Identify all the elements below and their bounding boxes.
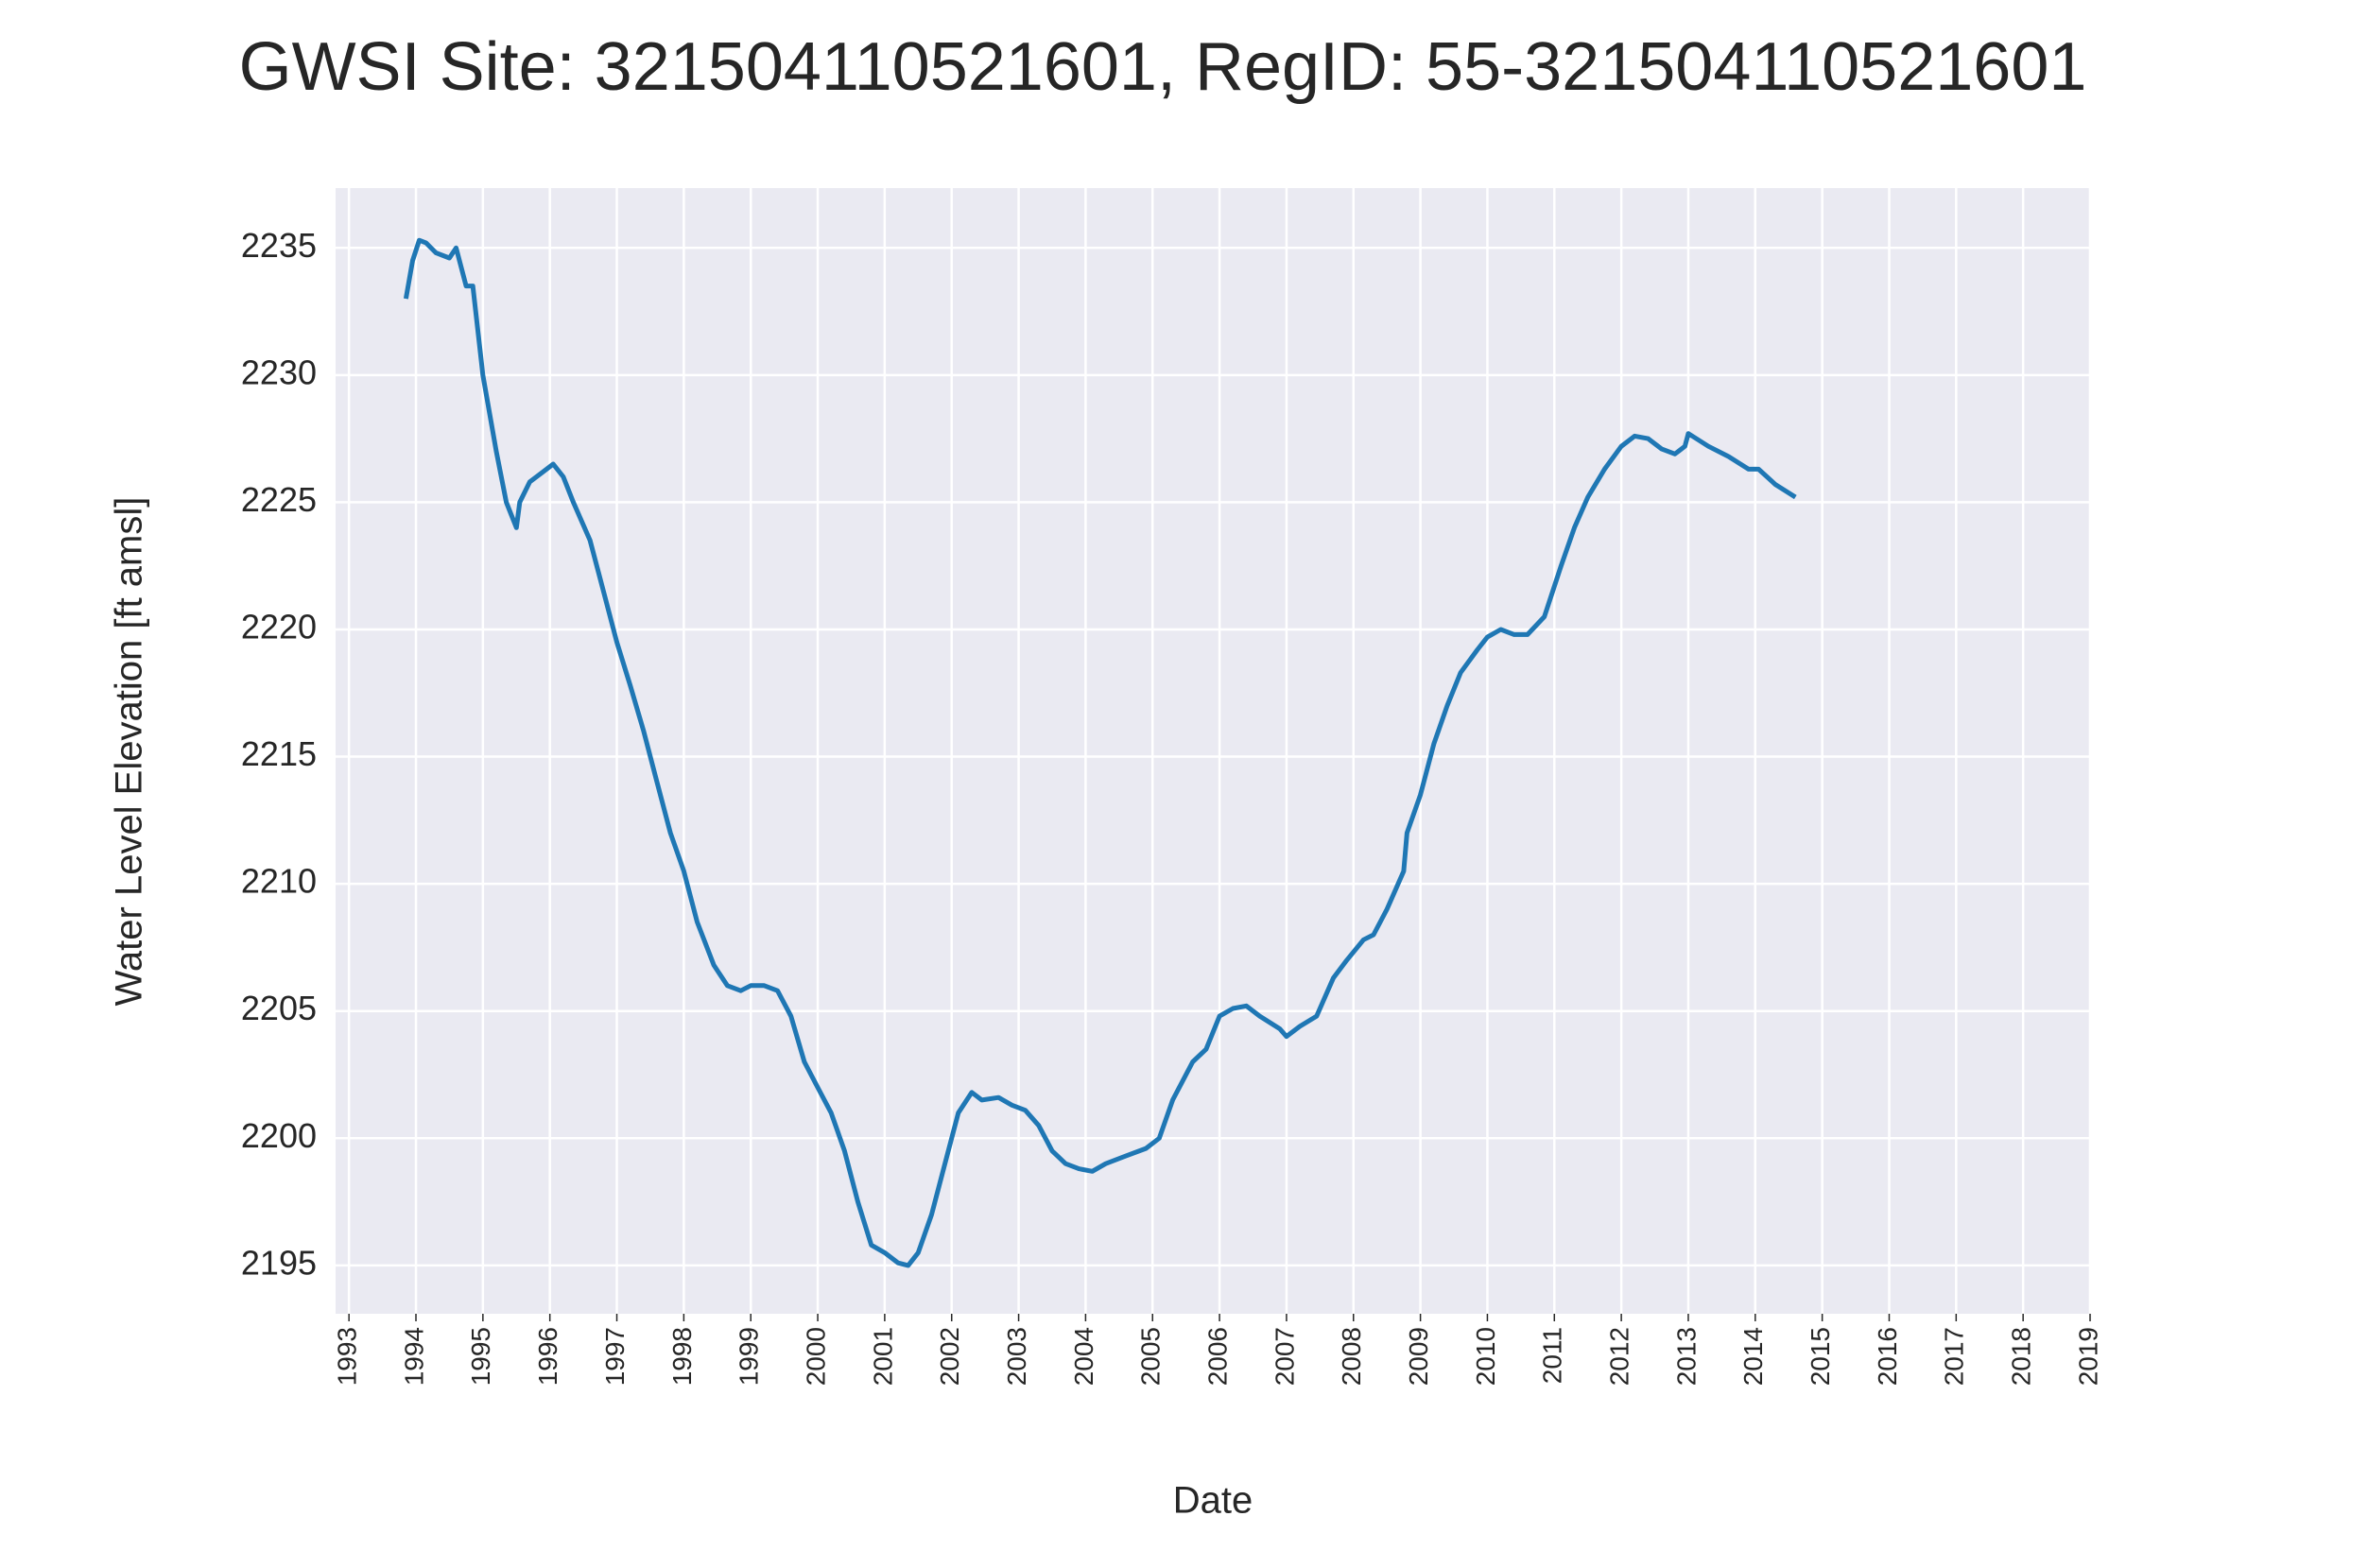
x-tick-label: 1997 — [600, 1327, 630, 1386]
y-tick-label: 2235 — [241, 226, 317, 265]
x-tick-label: 1996 — [533, 1327, 562, 1386]
y-tick-label: 2230 — [241, 353, 317, 391]
x-tick-label: 2018 — [2007, 1327, 2036, 1386]
y-tick-label: 2225 — [241, 480, 317, 519]
x-tick-label: 2016 — [1873, 1327, 1902, 1386]
x-axis-label: Date — [1173, 1480, 1253, 1522]
x-tick-label: 2009 — [1404, 1327, 1433, 1386]
data-line — [403, 237, 1797, 1268]
y-tick-label: 2195 — [241, 1243, 317, 1282]
x-tick-label: 2006 — [1202, 1327, 1232, 1386]
x-tick-label: 2002 — [935, 1327, 964, 1386]
x-tick-label: 2013 — [1671, 1327, 1701, 1386]
x-tick-label: 2019 — [2073, 1327, 2102, 1386]
x-tick-label: 1993 — [333, 1327, 362, 1386]
y-tick-label: 2200 — [241, 1116, 317, 1155]
x-tick-label: 2010 — [1471, 1327, 1500, 1386]
y-tick-label: 2215 — [241, 734, 317, 773]
x-tick-label: 2005 — [1136, 1327, 1166, 1386]
y-tick-label: 2205 — [241, 989, 317, 1027]
x-tick-label: 2001 — [868, 1327, 897, 1386]
x-tick-label: 2003 — [1002, 1327, 1031, 1386]
x-tick-label: 2017 — [1940, 1327, 1969, 1386]
y-tick-label: 2220 — [241, 607, 317, 646]
plot-area — [336, 188, 2090, 1314]
x-tick-label: 2000 — [801, 1327, 830, 1386]
x-tick-label: 1998 — [667, 1327, 697, 1386]
x-tick-label: 2007 — [1270, 1327, 1299, 1386]
x-tick-label: 2011 — [1538, 1327, 1567, 1384]
y-axis-label: Water Level Elevation [ft amsl] — [109, 497, 150, 1007]
x-tick-label: 2008 — [1337, 1327, 1366, 1386]
y-tick-label: 2210 — [241, 862, 317, 901]
x-tick-label: 2015 — [1806, 1327, 1835, 1386]
x-tick-label: 2004 — [1069, 1327, 1098, 1386]
x-tick-label: 1999 — [735, 1327, 764, 1386]
x-tick-label: 2012 — [1605, 1327, 1634, 1386]
chart-title: GWSI Site: 321504110521601, RegID: 55-32… — [239, 29, 2087, 105]
x-tick-label: 2014 — [1738, 1327, 1768, 1386]
x-tick-label: 1994 — [399, 1327, 428, 1386]
x-tick-label: 1995 — [466, 1327, 495, 1386]
